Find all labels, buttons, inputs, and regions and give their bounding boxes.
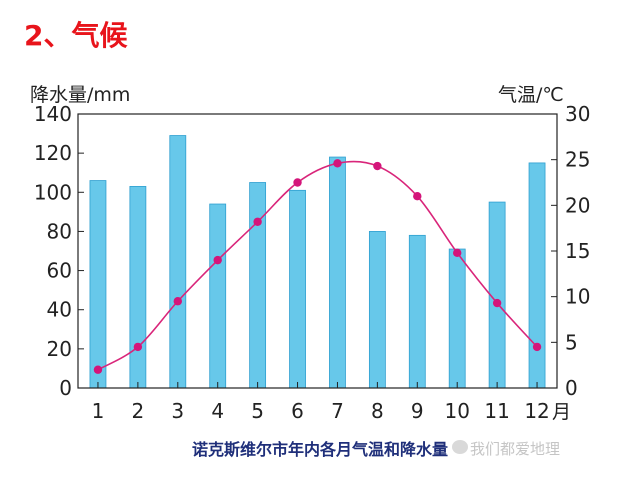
- temperature-point-11: [492, 298, 502, 308]
- temperature-point-5: [253, 217, 262, 226]
- temperature-point-1: [93, 365, 103, 374]
- right-tick-label: 25: [565, 148, 590, 172]
- temperature-point-12: [532, 342, 542, 352]
- precip-bar-10: [448, 248, 466, 389]
- precip-bar-7: [329, 156, 346, 389]
- precip-bar-5: [249, 182, 267, 389]
- temperature-point-10: [453, 248, 462, 258]
- watermark-text: 我们都爱地理: [470, 440, 561, 458]
- right-tick-label: 30: [565, 102, 590, 126]
- x-tick-label-2: 2: [132, 399, 145, 423]
- left-tick-label: 0: [59, 376, 72, 400]
- x-tick-label-10: 10: [444, 399, 469, 423]
- x-tick-label-8: 8: [371, 399, 384, 423]
- temperature-point-8: [373, 161, 382, 171]
- x-tick-label-1: 1: [92, 399, 105, 423]
- right-tick-label: 20: [565, 193, 590, 217]
- x-tick-label-4: 4: [211, 399, 224, 423]
- precip-bar-2: [129, 186, 147, 389]
- precip-bar-6: [289, 189, 306, 389]
- x-tick-label-5: 5: [251, 399, 264, 423]
- right-axis-label: 气温/℃: [498, 84, 564, 106]
- chart-caption: 诺克斯维尔市年内各月气温和降水量: [191, 440, 448, 459]
- precip-bar-1: [89, 180, 107, 389]
- right-tick-label: 0: [565, 376, 578, 400]
- temperature-point-7: [333, 159, 342, 168]
- precip-bar-9: [408, 234, 426, 389]
- plot-frame: [77, 113, 558, 389]
- left-tick-label: 40: [47, 298, 72, 322]
- section-heading: 2、气候: [24, 19, 128, 52]
- precip-bar-12: [528, 162, 546, 389]
- temperature-point-3: [173, 297, 182, 306]
- left-tick-label: 60: [47, 259, 72, 283]
- right-tick-label: 5: [565, 330, 578, 354]
- x-tick-label-6: 6: [291, 399, 304, 423]
- right-tick-label: 15: [565, 239, 590, 263]
- temperature-point-6: [293, 178, 302, 187]
- x-axis-suffix: 月: [552, 401, 571, 423]
- right-tick-label: 10: [565, 285, 590, 309]
- precip-bar-11: [488, 201, 506, 389]
- x-tick-label-3: 3: [171, 399, 184, 423]
- wechat-icon: [452, 440, 468, 454]
- x-tick-label-11: 11: [484, 399, 509, 423]
- left-tick-label: 80: [47, 219, 72, 243]
- precip-bar-3: [169, 135, 187, 389]
- left-tick-label: 100: [34, 180, 72, 204]
- left-axis-label: 降水量/mm: [30, 84, 130, 106]
- x-tick-label-12: 12: [524, 399, 549, 423]
- temperature-point-4: [213, 255, 222, 265]
- temperature-point-2: [133, 342, 143, 352]
- precip-bar-8: [368, 231, 386, 389]
- x-tick-label-9: 9: [411, 399, 424, 423]
- left-tick-label: 120: [34, 141, 72, 165]
- precip-bar-4: [209, 203, 227, 389]
- temperature-point-9: [413, 192, 422, 201]
- x-tick-label-7: 7: [331, 399, 344, 423]
- left-tick-label: 20: [47, 337, 72, 361]
- temperature-line: [97, 160, 538, 371]
- left-tick-label: 140: [34, 102, 72, 126]
